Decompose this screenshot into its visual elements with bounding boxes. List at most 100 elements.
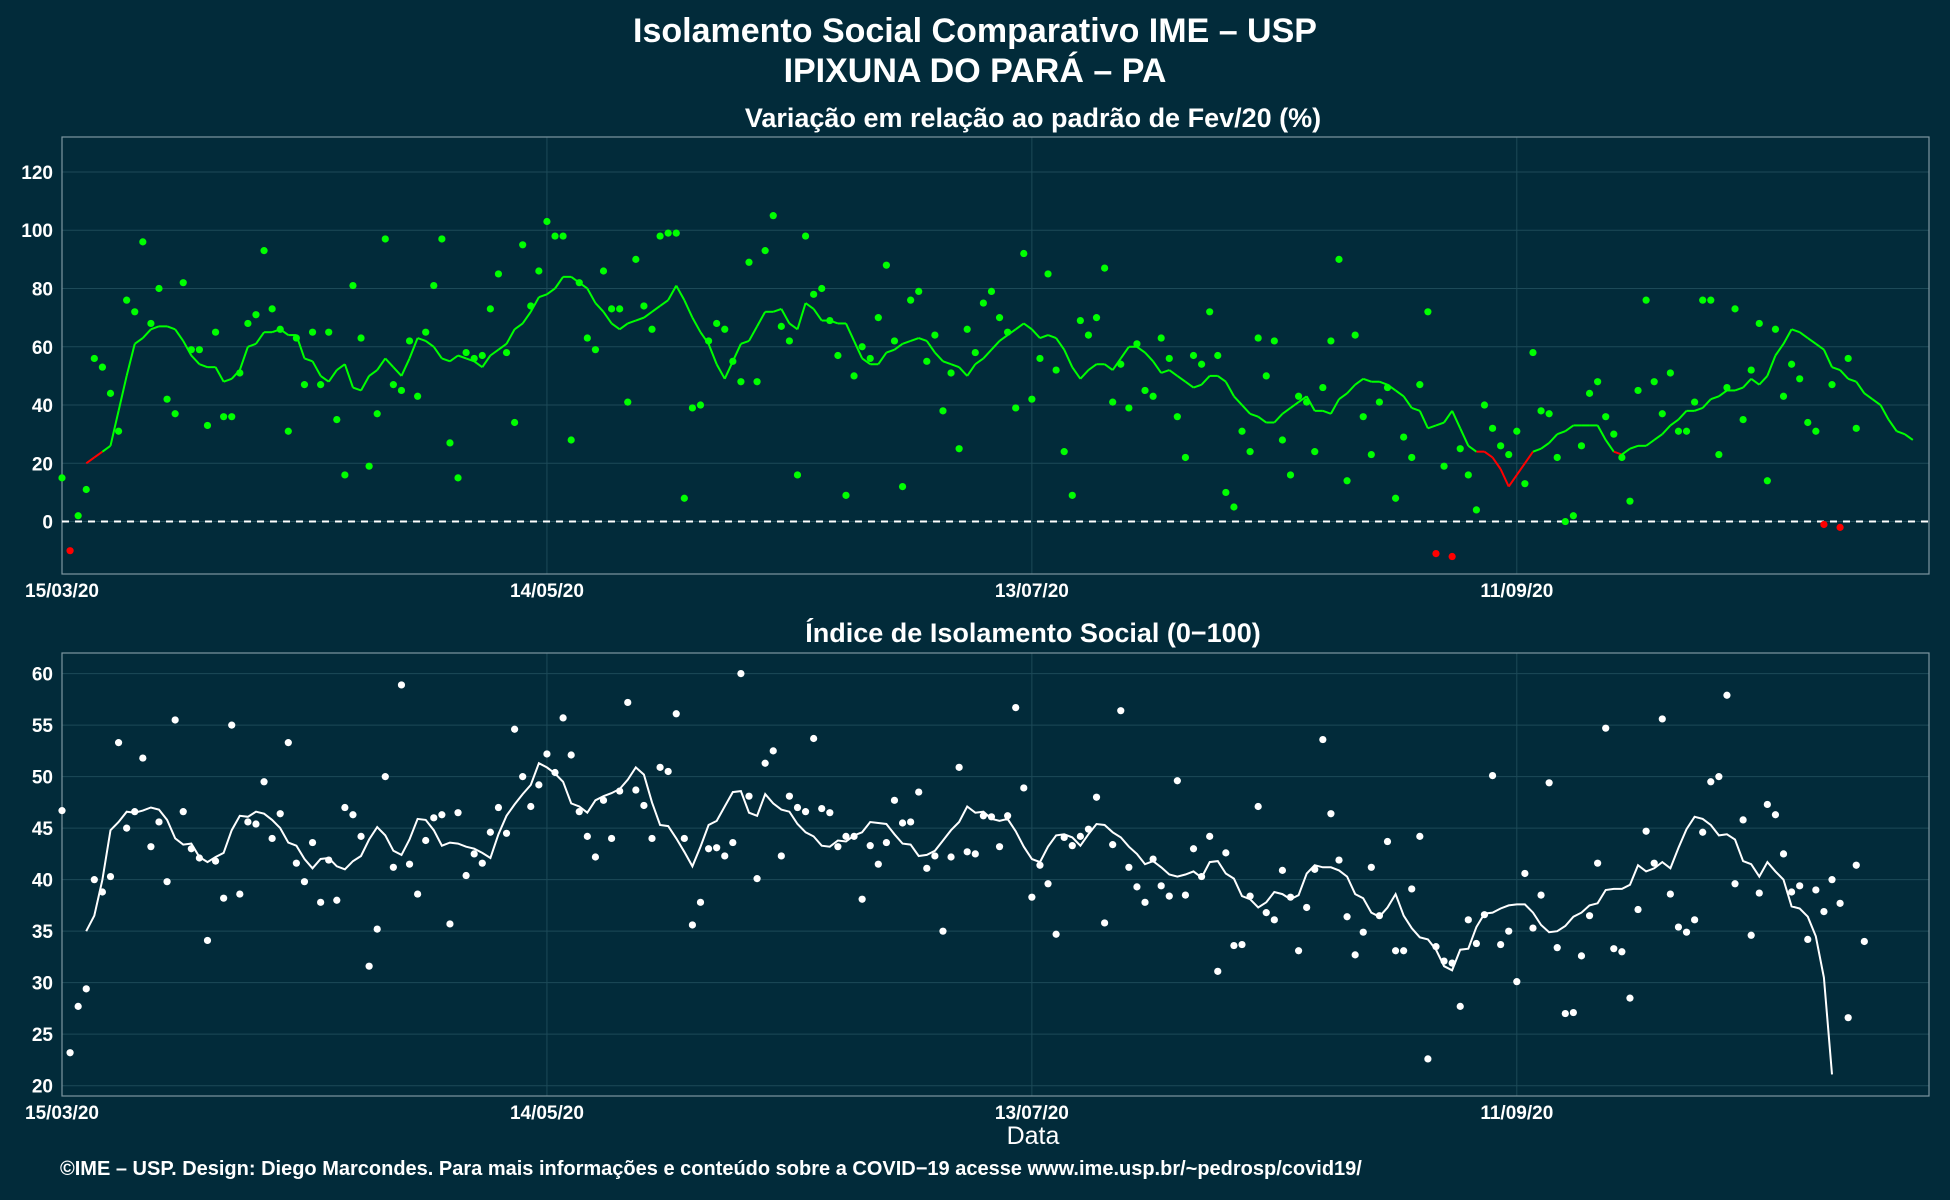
data-point: [1537, 891, 1545, 899]
data-point: [1084, 331, 1093, 339]
data-point: [753, 875, 761, 883]
trend-line-segment: [950, 363, 960, 369]
data-point: [1408, 453, 1416, 462]
data-point: [511, 725, 519, 733]
data-point: [1383, 383, 1392, 392]
trend-line-segment: [1847, 377, 1857, 383]
data-point: [737, 378, 745, 386]
data-point: [1109, 841, 1117, 849]
x-tick-label: 14/05/20: [510, 1103, 584, 1124]
data-point: [1133, 883, 1141, 891]
data-point: [1303, 398, 1311, 406]
trend-line-segment: [1871, 398, 1882, 406]
trend-line-segment: [1104, 363, 1114, 371]
data-point: [1141, 386, 1149, 395]
trend-line-segment: [1661, 424, 1672, 435]
data-point: [1852, 861, 1860, 869]
data-point: [1173, 413, 1181, 421]
trend-line-segment: [925, 340, 936, 354]
trend-line-segment: [320, 375, 330, 383]
data-point: [511, 418, 519, 427]
data-point: [1828, 381, 1836, 389]
data-point: [1569, 512, 1577, 520]
data-point: [1254, 802, 1262, 811]
data-point: [317, 898, 325, 906]
data-point: [1521, 480, 1529, 488]
trend-line-segment: [1613, 450, 1623, 456]
data-point: [244, 319, 252, 328]
trend-line-segment: [1193, 383, 1202, 389]
data-point: [591, 853, 600, 861]
data-point: [1634, 386, 1642, 395]
trend-line-segment: [360, 375, 370, 391]
data-point: [664, 229, 672, 237]
data-point: [349, 811, 357, 819]
data-point: [1044, 270, 1052, 278]
data-point: [1480, 401, 1489, 409]
trend-line-segment: [861, 357, 871, 366]
data-point: [769, 212, 777, 220]
data-point: [688, 921, 697, 929]
data-point: [502, 829, 511, 837]
data-point: [1432, 943, 1440, 951]
trend-line-segment: [336, 363, 346, 371]
data-point: [1206, 832, 1214, 840]
data-point: [1642, 827, 1650, 835]
data-point: [502, 348, 511, 357]
data-point: [1456, 445, 1464, 453]
data-point: [389, 863, 397, 871]
data-point: [1739, 415, 1747, 424]
data-point: [745, 258, 753, 266]
plot-frame: [61, 136, 1930, 575]
trend-line-segment: [190, 354, 201, 365]
data-point: [583, 334, 591, 342]
trend-line-segment: [748, 325, 758, 342]
data-point: [1286, 471, 1295, 479]
data-point: [882, 261, 890, 269]
data-point: [1230, 503, 1238, 511]
data-point: [777, 852, 785, 860]
data-point: [1626, 994, 1634, 1002]
data-point: [90, 876, 98, 884]
data-point: [745, 792, 753, 800]
trend-line-segment: [1435, 421, 1445, 427]
trend-line-segment: [142, 328, 152, 339]
data-point: [1771, 811, 1780, 819]
data-point: [519, 241, 527, 249]
data-point: [1238, 940, 1246, 949]
data-point: [963, 848, 971, 856]
trend-line-segment: [683, 299, 694, 319]
trend-line-segment: [1362, 377, 1372, 383]
data-point: [236, 890, 244, 898]
data-point: [955, 445, 963, 453]
data-point: [66, 547, 74, 555]
data-point: [1812, 886, 1820, 894]
data-point: [1610, 430, 1618, 438]
data-point: [583, 832, 591, 840]
data-point: [1505, 450, 1513, 459]
data-point: [1278, 436, 1287, 444]
trend-line-segment: [392, 366, 403, 377]
trend-line-segment: [1532, 447, 1542, 453]
data-point: [591, 346, 600, 354]
data-point: [858, 895, 866, 903]
trend-line-segment: [255, 331, 265, 345]
data-point: [1424, 1055, 1432, 1063]
data-point: [696, 401, 705, 409]
data-point: [365, 462, 373, 470]
trend-line-segment: [343, 363, 354, 388]
data-point: [1448, 552, 1456, 561]
data-point: [1456, 1002, 1464, 1010]
trend-line-segment: [214, 366, 225, 383]
trend-line-segment: [1305, 395, 1316, 412]
data-point: [1699, 296, 1707, 304]
data-point: [1763, 800, 1771, 809]
trend-line-segment: [1176, 375, 1187, 383]
data-point: [1181, 891, 1190, 899]
data-point: [640, 302, 648, 310]
trend-line-segment: [1031, 328, 1041, 339]
trend-line-segment: [1418, 410, 1429, 429]
data-point: [575, 279, 583, 287]
data-point: [1634, 905, 1642, 914]
data-point: [1513, 427, 1521, 435]
